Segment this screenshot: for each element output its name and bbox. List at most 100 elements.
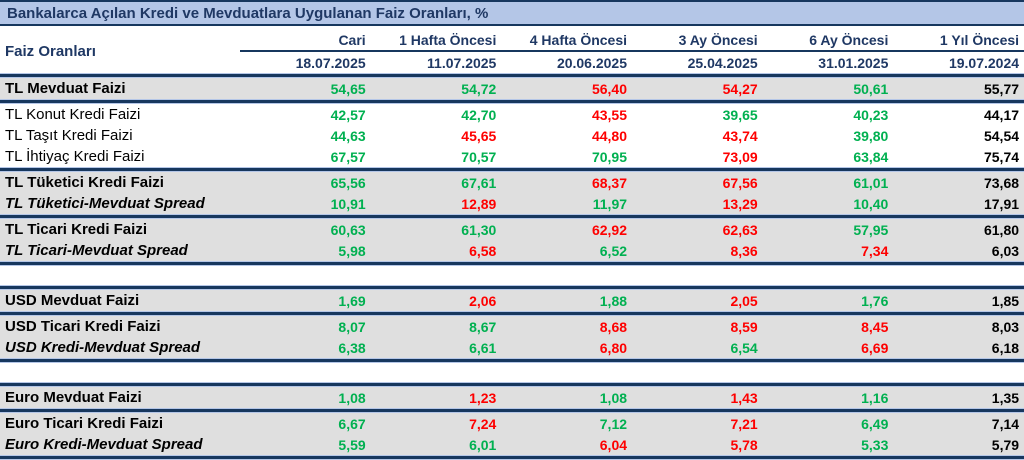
section-divider bbox=[0, 311, 1024, 316]
cell-value: 43,55 bbox=[591, 106, 628, 123]
cell-value: 6,01 bbox=[469, 436, 497, 453]
cell-value: 6,69 bbox=[861, 339, 889, 356]
cell-value: 1,43 bbox=[730, 389, 758, 406]
cell-value: 67,57 bbox=[330, 148, 366, 165]
cell-value: 75,74 bbox=[983, 148, 1020, 165]
table-title: Bankalarca Açılan Kredi ve Mevduatlara U… bbox=[7, 4, 489, 22]
cell-value: 42,57 bbox=[330, 106, 366, 123]
table-row: Euro Ticari Kredi Faizi 6,67 7,24 7,12 7,21 6… bbox=[0, 413, 1024, 434]
cell-value: 6,58 bbox=[469, 242, 497, 259]
table-row: USD Mevduat Faizi 1,69 2,06 1,88 2,05 1,76 1,8… bbox=[0, 290, 1024, 311]
cell-value: 10,91 bbox=[330, 195, 366, 212]
cell-value: 6,67 bbox=[338, 415, 366, 432]
cell-value: 50,61 bbox=[853, 80, 889, 97]
table-body: TL Mevduat Faizi 54,65 54,72 56,40 54,27 50,6… bbox=[0, 78, 1024, 460]
cell-value: 2,05 bbox=[730, 292, 758, 309]
cell-value: 57,95 bbox=[853, 221, 889, 238]
cell-value: 39,65 bbox=[722, 106, 758, 123]
table-row: Euro Mevduat Faizi 1,08 1,23 1,08 1,43 1,16 1,… bbox=[0, 387, 1024, 408]
section-divider bbox=[0, 408, 1024, 413]
cell-value: 1,23 bbox=[469, 389, 497, 406]
row-label: TL Konut Kredi Faizi bbox=[5, 106, 141, 123]
cell-value: 5,33 bbox=[861, 436, 889, 453]
cell-value: 1,76 bbox=[861, 292, 889, 309]
cell-value: 61,80 bbox=[983, 221, 1020, 238]
cell-value: 1,35 bbox=[991, 389, 1020, 406]
cell-value: 54,72 bbox=[461, 80, 497, 97]
row-label: Euro Mevduat Faizi bbox=[5, 389, 142, 406]
cell-value: 42,70 bbox=[461, 106, 497, 123]
cell-value: 6,54 bbox=[730, 339, 758, 356]
cell-value: 68,37 bbox=[591, 174, 628, 191]
row-label: TL Tüketici Kredi Faizi bbox=[5, 174, 164, 191]
table-row: USD Ticari Kredi Faizi 8,07 8,67 8,68 8,59 8,… bbox=[0, 316, 1024, 337]
table-header: Faiz Oranları Cari 1 Hafta Öncesi 4 Hafta … bbox=[0, 29, 1024, 73]
row-label: USD Kredi-Mevduat Spread bbox=[5, 339, 201, 356]
cell-value: 8,07 bbox=[338, 318, 366, 335]
table-row: TL Ticari-Mevduat Spread 5,98 6,58 6,52 8,36… bbox=[0, 240, 1024, 261]
cell-value: 73,68 bbox=[983, 174, 1020, 191]
header-date-row: 18.07.2025 11.07.2025 20.06.2025 25.04.2025… bbox=[240, 52, 1024, 73]
cell-value: 11,97 bbox=[592, 195, 628, 212]
section-gap bbox=[0, 363, 1024, 382]
cell-value: 45,65 bbox=[461, 127, 497, 144]
cell-value: 6,18 bbox=[991, 339, 1020, 356]
cell-value: 73,09 bbox=[722, 148, 758, 165]
cell-value: 44,17 bbox=[983, 106, 1020, 123]
section-divider bbox=[0, 99, 1024, 104]
cell-value: 61,30 bbox=[461, 221, 497, 238]
section-divider bbox=[0, 285, 1024, 290]
cell-value: 8,45 bbox=[861, 318, 889, 335]
cell-value: 70,95 bbox=[591, 148, 628, 165]
section-divider bbox=[0, 261, 1024, 266]
cell-value: 61,01 bbox=[853, 174, 889, 191]
table-row: USD Kredi-Mevduat Spread 6,38 6,61 6,80 6,54… bbox=[0, 337, 1024, 358]
column-period-label-2: 4 Hafta Öncesi bbox=[529, 31, 628, 48]
cell-value: 6,38 bbox=[338, 339, 366, 356]
header-period-row: Cari 1 Hafta Öncesi 4 Hafta Öncesi 3 Ay Önc… bbox=[240, 29, 1024, 50]
cell-value: 1,69 bbox=[338, 292, 366, 309]
cell-value: 56,40 bbox=[591, 80, 628, 97]
header-row-label: Faiz Oranları bbox=[5, 42, 96, 60]
row-label: Euro Kredi-Mevduat Spread bbox=[5, 436, 203, 453]
cell-value: 65,56 bbox=[330, 174, 366, 191]
header-separator-line bbox=[240, 50, 1024, 52]
cell-value: 8,03 bbox=[991, 318, 1020, 335]
section-divider bbox=[0, 167, 1024, 172]
cell-value: 17,91 bbox=[983, 195, 1020, 212]
cell-value: 6,80 bbox=[599, 339, 628, 356]
row-label: USD Ticari Kredi Faizi bbox=[5, 318, 161, 335]
column-date-label-1: 11.07.2025 bbox=[427, 54, 497, 71]
table-row: TL Tüketici-Mevduat Spread 10,91 12,89 11,9… bbox=[0, 193, 1024, 214]
row-label: USD Mevduat Faizi bbox=[5, 292, 140, 309]
cell-value: 44,63 bbox=[330, 127, 366, 144]
cell-value: 10,40 bbox=[853, 195, 889, 212]
table-row: TL İhtiyaç Kredi Faizi 67,57 70,57 70,95 73,… bbox=[0, 146, 1024, 167]
table-row: TL Tüketici Kredi Faizi 65,56 67,61 68,37 67… bbox=[0, 172, 1024, 193]
cell-value: 6,52 bbox=[599, 242, 628, 259]
cell-value: 39,80 bbox=[853, 127, 889, 144]
cell-value: 1,85 bbox=[991, 292, 1020, 309]
row-label: TL Ticari Kredi Faizi bbox=[5, 221, 147, 238]
cell-value: 2,06 bbox=[469, 292, 497, 309]
header-columns: Cari 1 Hafta Öncesi 4 Hafta Öncesi 3 Ay Önc… bbox=[240, 29, 1024, 73]
column-period-label-1: 1 Hafta Öncesi bbox=[399, 31, 497, 48]
cell-value: 62,63 bbox=[722, 221, 758, 238]
table-row: TL Konut Kredi Faizi 42,57 42,70 43,55 39,65… bbox=[0, 104, 1024, 125]
cell-value: 8,67 bbox=[469, 318, 497, 335]
row-label: TL İhtiyaç Kredi Faizi bbox=[5, 148, 145, 165]
column-date-label-3: 25.04.2025 bbox=[687, 54, 758, 71]
section-divider bbox=[0, 214, 1024, 219]
cell-value: 40,23 bbox=[853, 106, 889, 123]
table-row: TL Taşıt Kredi Faizi 44,63 45,65 44,80 43,74… bbox=[0, 125, 1024, 146]
cell-value: 62,92 bbox=[591, 221, 628, 238]
cell-value: 6,03 bbox=[991, 242, 1020, 259]
cell-value: 70,57 bbox=[461, 148, 497, 165]
column-date-label-0: 18.07.2025 bbox=[295, 54, 366, 71]
section-divider bbox=[0, 358, 1024, 363]
cell-value: 67,56 bbox=[722, 174, 758, 191]
cell-value: 7,12 bbox=[599, 415, 628, 432]
cell-value: 8,59 bbox=[730, 318, 758, 335]
cell-value: 6,61 bbox=[469, 339, 497, 356]
